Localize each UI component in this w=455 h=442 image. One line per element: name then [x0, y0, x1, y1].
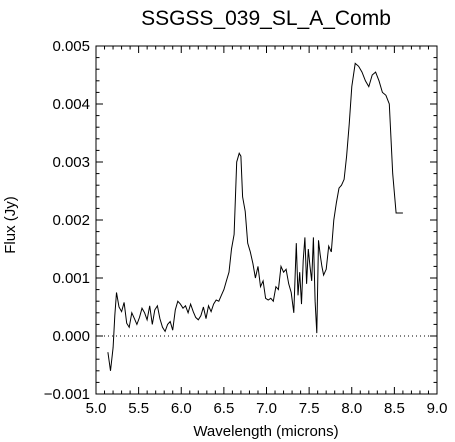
y-tick-label: 0.003	[52, 154, 90, 171]
ticks	[95, 45, 438, 395]
x-tick-label: 5.0	[86, 400, 107, 417]
tick-labels: 5.0 5.5 6.0 6.5 7.0 7.5 8.0 8.5 9.0 −0.001 0.000 0.…	[44, 38, 448, 417]
y-tick-label: 0.002	[52, 212, 90, 229]
y-tick-label: −0.001	[44, 386, 90, 403]
x-axis-label: Wavelength (microns)	[193, 423, 338, 440]
x-tick-label: 8.0	[341, 400, 362, 417]
x-tick-label: 7.0	[256, 400, 277, 417]
series-line	[107, 62, 403, 371]
y-tick-label: 0.005	[52, 38, 90, 55]
x-tick-label: 9.0	[427, 400, 448, 417]
y-tick-label: 0.000	[52, 328, 90, 345]
y-tick-label: 0.004	[52, 96, 90, 113]
x-tick-label: 8.5	[384, 400, 405, 417]
x-tick-label: 6.0	[171, 400, 192, 417]
chart-title: SSGSS_039_SL_A_Comb	[141, 7, 391, 30]
x-tick-label: 7.5	[299, 400, 320, 417]
x-tick-label: 6.5	[213, 400, 234, 417]
x-tick-label: 5.5	[128, 400, 149, 417]
y-axis-label: Flux (Jy)	[2, 196, 19, 254]
plot-frame	[95, 45, 438, 395]
y-tick-label: 0.001	[52, 270, 90, 287]
